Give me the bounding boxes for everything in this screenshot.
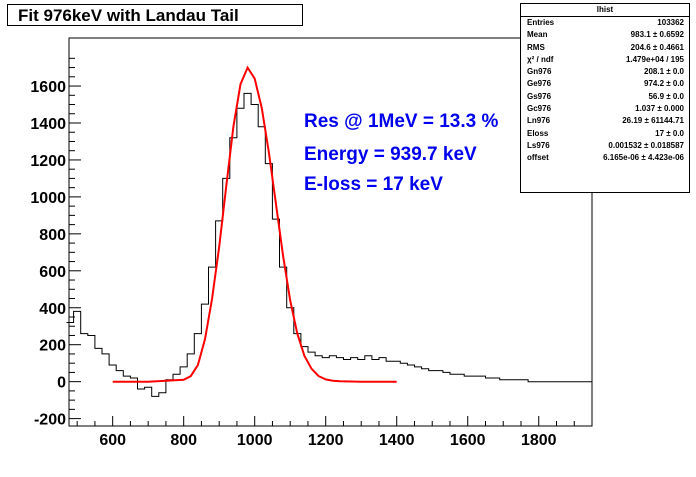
x-tick-label: 1800	[521, 432, 557, 449]
y-tick-label: 200	[39, 338, 66, 355]
stats-key: Ge976	[527, 79, 552, 89]
stats-value: 983.1 ± 0.6592	[630, 30, 684, 40]
y-tick-label: 1200	[30, 153, 66, 170]
stats-rows: Entries 103362 Mean 983.1 ± 0.6592 RMS 204.6 …	[521, 17, 689, 165]
stats-key: Gn976	[527, 67, 552, 77]
stats-key: Eloss	[527, 128, 549, 138]
annotation-eloss: E-loss = 17 keV	[304, 174, 443, 195]
stats-title: lhist	[521, 4, 689, 17]
y-tick-label: 1400	[30, 116, 66, 133]
stats-box: lhist Entries 103362 Mean 983.1 ± 0.6592 RMS…	[520, 3, 690, 193]
fit-curve	[112, 65, 397, 383]
stats-value: 103362	[657, 18, 684, 27]
stats-row: Eloss 17 ± 0.0	[521, 128, 689, 140]
plot-frame	[68, 37, 593, 427]
stats-key: Gs976	[527, 91, 552, 101]
stats-key: Gc976	[527, 104, 552, 114]
stats-row: offset 6.165e-06 ± 4.423e-06	[521, 152, 689, 164]
stats-value: 6.165e-06 ± 4.423e-06	[603, 153, 684, 163]
stats-row: Gn976 208.1 ± 0.0	[521, 66, 689, 78]
stats-row: χ² / ndf 1.479e+04 / 195	[521, 54, 689, 66]
histogram-series	[66, 92, 592, 397]
stats-row: Entries 103362	[521, 17, 689, 29]
x-tick-label: 1200	[308, 432, 344, 449]
x-tick-label: 1600	[450, 432, 486, 449]
y-tick-label: 800	[39, 227, 66, 244]
x-tick-label: 1000	[237, 432, 273, 449]
stats-key: Ls976	[527, 140, 550, 150]
stats-key: offset	[527, 153, 549, 163]
y-tick-label: -200	[34, 412, 66, 429]
y-tick-label: 0	[57, 375, 66, 392]
stats-key: χ² / ndf	[527, 54, 554, 64]
stats-row: Gc976 1.037 ± 0.000	[521, 103, 689, 115]
stats-key: Ln976	[527, 116, 551, 126]
stats-value: 1.479e+04 / 195	[625, 54, 684, 64]
x-tick-label: 1400	[379, 432, 415, 449]
x-tick-label: 600	[99, 432, 126, 449]
y-tick-label: 1000	[30, 190, 66, 207]
stats-row: RMS 204.6 ± 0.4661	[521, 42, 689, 54]
stats-value: 204.6 ± 0.4661	[630, 42, 684, 52]
chart-title: Fit 976keV with Landau Tail	[18, 6, 239, 25]
stats-key: Mean	[527, 30, 548, 40]
stats-row: Ls976 0.001532 ± 0.018587	[521, 140, 689, 152]
annotation-energy: Energy = 939.7 keV	[304, 144, 477, 165]
stats-value: 17 ± 0.0	[655, 128, 684, 138]
stats-key: Entries	[527, 18, 555, 27]
stats-value: 208.1 ± 0.0	[644, 67, 684, 77]
y-tick-label: 1600	[30, 79, 66, 96]
stats-key: RMS	[527, 42, 545, 52]
stats-row: Gs976 56.9 ± 0.0	[521, 91, 689, 103]
stats-value: 56.9 ± 0.0	[648, 91, 684, 101]
stats-value: 1.037 ± 0.000	[635, 104, 684, 114]
y-tick-label: 400	[39, 301, 66, 318]
chart-title-box: Fit 976keV with Landau Tail	[7, 4, 303, 26]
stats-row: Ln976 26.19 ± 61144.71	[521, 115, 689, 127]
stats-value: 0.001532 ± 0.018587	[608, 140, 684, 150]
stats-value: 26.19 ± 61144.71	[622, 116, 684, 126]
y-tick-label: 600	[39, 264, 66, 281]
stats-row: Mean 983.1 ± 0.6592	[521, 29, 689, 41]
annotation-resolution: Res @ 1MeV = 13.3 %	[304, 111, 499, 132]
stats-value: 974.2 ± 0.0	[644, 79, 684, 89]
x-tick-label: 800	[170, 432, 197, 449]
stats-row: Ge976 974.2 ± 0.0	[521, 78, 689, 90]
